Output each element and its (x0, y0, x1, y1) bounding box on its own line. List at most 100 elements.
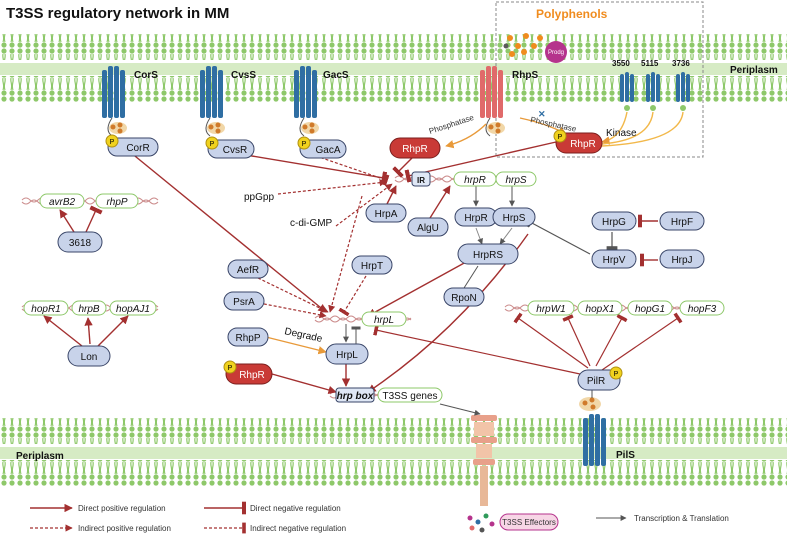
gene-hrpb: hrpB (71, 300, 107, 316)
node-hrpa: HrpA (365, 203, 407, 223)
phospho-mark: P (558, 134, 563, 141)
node-aefr-label: AefR (237, 265, 259, 276)
gene-hopg1-label: hopG1 (635, 304, 665, 315)
node-lon-label: Lon (81, 352, 98, 363)
gene-ir-label: IR (417, 176, 425, 185)
node-hrpg: HrpG (591, 211, 637, 231)
t3ss-effectors-box (499, 513, 559, 531)
gene-hrpw1: hrpW1 (527, 300, 575, 316)
node-hrps-label: HrpS (503, 213, 526, 224)
gene-hrps: hrpS (495, 171, 537, 187)
node-corr-label: CorR (126, 143, 149, 154)
gene-hopaj1: hopAJ1 (109, 300, 157, 316)
node-gaca: P GacA (297, 136, 347, 159)
cvss-label: CvsS (231, 70, 256, 81)
node-hrpa-label: HrpA (375, 209, 398, 220)
legend-indirect-positive: Indirect positive regulation (78, 524, 171, 533)
node-hrpf: HrpF (659, 211, 705, 231)
node-cvsr-label: CvsR (223, 145, 247, 156)
top-membrane (0, 34, 787, 102)
node-hrpl-label: HrpL (336, 350, 358, 361)
gacs-label: GacS (323, 70, 349, 81)
node-hrpf-label: HrpF (671, 217, 693, 228)
legend-transcription: Transcription & Translation (634, 514, 729, 523)
legend: Direct positive regulation Indirect posi… (30, 501, 729, 534)
kinase-label: Kinase (606, 128, 637, 139)
kinase-id-5115: 5115 (641, 59, 659, 68)
node-rhpr-1-label: RhpR (402, 144, 428, 155)
node-rhpr-2: P RhpR (553, 129, 603, 154)
gene-hrpl-label: hrpL (374, 315, 394, 326)
cors-label: CorS (134, 70, 158, 81)
legend-indirect-negative: Indirect negative regulation (250, 524, 346, 533)
node-hrpv: HrpV (591, 249, 637, 269)
polyphenol-molecules-icon (503, 33, 543, 57)
node-rhpr-3: P RhpR (223, 360, 273, 385)
signal-cdigmp: c-di-GMP (290, 218, 333, 229)
legend-direct-positive: Direct positive regulation (78, 504, 166, 513)
node-rhpr-3-label: RhpR (239, 370, 265, 381)
periplasm-label-bottom: Periplasm (16, 451, 64, 462)
cors-receptor-icon (102, 66, 127, 137)
node-hrpj: HrpJ (659, 249, 705, 269)
node-rhpr-2-label: RhpR (570, 139, 596, 150)
node-hrpj-label: HrpJ (671, 255, 692, 266)
legend-direct-negative: Direct negative regulation (250, 504, 341, 513)
node-lon: Lon (67, 345, 111, 367)
gene-hrpr: hrpR (453, 171, 497, 187)
gene-hrps-label: hrpS (505, 175, 526, 186)
gene-hrp-box: hrp box (335, 387, 375, 403)
gene-rhpp-label: rhpP (106, 197, 127, 208)
node-pilr: P PilR (577, 366, 623, 391)
gene-avrb2-label: avrB2 (49, 197, 76, 208)
gene-hopx1: hopX1 (577, 300, 623, 316)
node-hrpl: HrpL (325, 343, 369, 365)
node-gaca-label: GacA (315, 145, 340, 156)
cvss-receptor-icon (200, 66, 225, 137)
node-rpon: RpoN (443, 287, 485, 307)
rhps-receptor-icon (480, 66, 505, 137)
phospho-mark: P (614, 371, 619, 378)
gene-hopr1: hopR1 (23, 300, 69, 316)
gene-hrpl: hrpL (361, 311, 407, 327)
gene-hopf3-label: hopF3 (688, 304, 717, 315)
node-hrpt-label: HrpT (361, 261, 383, 272)
node-algu: AlgU (407, 217, 449, 237)
gene-hopx1-label: hopX1 (586, 304, 615, 315)
pils-receptor-icon (579, 397, 606, 466)
page-title: T3SS regulatory network in MM (6, 5, 229, 22)
node-hrpt: HrpT (351, 255, 393, 275)
node-hrpr: HrpR (454, 207, 498, 227)
node-corr: P CorR (105, 134, 159, 157)
gene-avrb2: avrB2 (39, 193, 85, 209)
gene-hrp-box-label: hrp box (337, 391, 374, 402)
gene-rhpp: rhpP (95, 193, 139, 209)
node-3618: 3618 (57, 231, 103, 253)
node-rhpr-1: RhpR (389, 137, 441, 159)
node-hrps: HrpS (492, 207, 536, 227)
kinase-id-3550: 3550 (612, 59, 630, 68)
gene-hopr1-label: hopR1 (31, 304, 60, 315)
phosphatase-label-1: Phosphatase (428, 113, 476, 136)
phospho-mark: P (302, 141, 307, 148)
node-rhpp-label: RhpP (235, 333, 260, 344)
node-psra-label: PsrA (233, 297, 255, 308)
gene-hopaj1-label: hopAJ1 (116, 304, 150, 315)
gene-t3ss-genes: T3SS genes (377, 387, 443, 403)
phospho-mark: P (228, 365, 233, 372)
node-hrpr-label: HrpR (464, 213, 487, 224)
t3ss-effectors-label: T3SS Effectors (502, 518, 556, 527)
kinase-receptors-icon (620, 72, 690, 111)
gene-t3ss-genes-label: T3SS genes (382, 391, 437, 402)
phospho-mark: P (210, 141, 215, 148)
gene-hrpw1-label: hrpW1 (536, 304, 565, 315)
node-hrprs: HrpRS (457, 243, 519, 265)
signal-ppgpp: ppGpp (244, 192, 274, 203)
node-hrprs-label: HrpRS (473, 250, 503, 261)
edges (43, 111, 684, 416)
polyphenols-title: Polyphenols (536, 7, 608, 21)
node-rhpp: RhpP (227, 327, 269, 347)
node-pilr-label: PilR (587, 376, 605, 387)
node-algu-label: AlgU (417, 223, 439, 234)
